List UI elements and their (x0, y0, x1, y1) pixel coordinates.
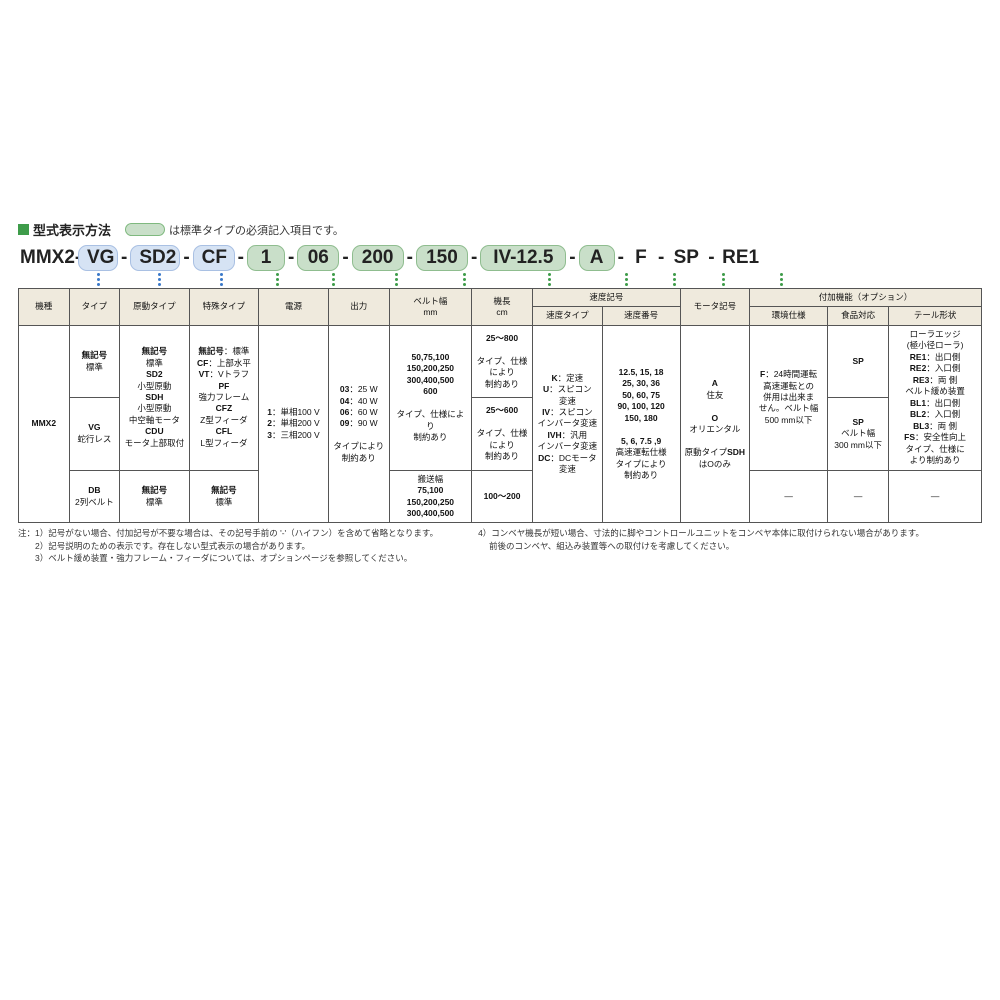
th-power: 電源 (259, 289, 329, 326)
dash: - (617, 247, 625, 269)
cell-output: 03：25 W04：40 W06：60 W09：90 Wタイプにより制約あり (328, 325, 389, 523)
dash: - (120, 247, 128, 269)
cell-tail-b: — (889, 470, 982, 523)
note-line: 注：1）記号がない場合、付加記号が不要な場合は、その記号手前の '-'（ハイフン… (18, 527, 438, 539)
dash: - (707, 247, 715, 269)
th-output: 出力 (328, 289, 389, 326)
cell-food-b: SPベルト幅300 mm以下 (828, 398, 889, 470)
cell-model: MMX2 (19, 325, 70, 523)
cell-type-2: VG蛇行レス (69, 398, 120, 470)
code-seg-output: 06 (297, 245, 339, 271)
cell-drive-2: 無記号標準 (120, 470, 190, 523)
cell-type-1: 無記号標準 (69, 325, 120, 397)
cell-type-3: DB2列ベルト (69, 470, 120, 523)
cell-beltwidth-1: 50,75,100150,200,250300,400,500600タイプ、仕様… (389, 325, 471, 470)
cell-special-1: 無記号：標準CF：上部水平VT：VトラフPF強力フレームCFZZ型フィーダCFL… (189, 325, 259, 470)
code-seg-food: SP (667, 246, 705, 270)
code-seg-special: CF (193, 245, 235, 271)
th-option: 付加機能（オプション） (750, 289, 982, 307)
dash: - (657, 247, 665, 269)
page: 型式表示方法 は標準タイプの必須記入項目です。 MMX2- VG - SD2 -… (0, 0, 1000, 564)
connector-dots-row (18, 273, 982, 286)
cell-env-a: F：24時間運転高速運転との併用は出来ません。ベルト幅500 mm以下 (750, 325, 828, 470)
model-code-row: MMX2- VG - SD2 - CF - 1 - 06 - 200 - 150… (18, 245, 982, 271)
cell-env-b: — (750, 470, 828, 523)
cell-food-c: — (828, 470, 889, 523)
th-food: 食品対応 (828, 307, 889, 325)
code-seg-speed: IV-12.5 (480, 245, 566, 271)
code-seg-type: VG (78, 245, 118, 271)
code-seg-power: 1 (247, 245, 285, 271)
code-seg-drive: SD2 (130, 245, 180, 271)
th-speed: 速度記号 (533, 289, 681, 307)
th-speed-type: 速度タイプ (533, 307, 603, 325)
cell-tail-a: ローラエッジ(極小径ローラ)RE1：出口側RE2：入口側RE3：両 側ベルト緩め… (889, 325, 982, 470)
cell-beltwidth-2: 搬送幅75,100150,200,250300,400,500 (389, 470, 471, 523)
th-env: 環境仕様 (750, 307, 828, 325)
dash: - (341, 247, 349, 269)
page-title: 型式表示方法 (33, 220, 111, 239)
cell-food-a: SP (828, 325, 889, 397)
dash: - (287, 247, 295, 269)
cell-special-2: 無記号標準 (189, 470, 259, 523)
th-speed-num: 速度番号 (602, 307, 680, 325)
dash: - (470, 247, 478, 269)
code-seg-length: 150 (416, 245, 468, 271)
footnotes-right: 4）コンベヤ機長が短い場合、寸法的に脚やコントロールユニットをコンベヤ本体に取付… (478, 527, 924, 564)
th-tail: テール形状 (889, 307, 982, 325)
note-line: 2）記号説明のための表示です。存在しない型式表示の場合があります。 (18, 540, 438, 552)
th-drive: 原動タイプ (120, 289, 190, 326)
square-marker-icon (18, 224, 29, 235)
title-row: 型式表示方法 は標準タイプの必須記入項目です。 (18, 220, 982, 239)
th-beltwidth: ベルト幅mm (389, 289, 471, 326)
dash: - (406, 247, 414, 269)
code-seg-env: F (627, 246, 655, 270)
cell-length-1: 25〜800タイプ、仕様により制約あり (471, 325, 532, 397)
cell-speed-type: K：定速U：スピコン変速IV：スピコンインバータ変速IVH：汎用インバータ変速D… (533, 325, 603, 523)
code-seg-beltwidth: 200 (352, 245, 404, 271)
cell-motor: A住友Oオリエンタル原動タイプSDHはOのみ (680, 325, 750, 523)
dash: - (182, 247, 190, 269)
cell-length-3: 100〜200 (471, 470, 532, 523)
th-special: 特殊タイプ (189, 289, 259, 326)
note-line: 4）コンベヤ機長が短い場合、寸法的に脚やコントロールユニットをコンベヤ本体に取付… (478, 527, 924, 539)
footnotes-left: 注：1）記号がない場合、付加記号が不要な場合は、その記号手前の '-'（ハイフン… (18, 527, 438, 564)
code-seg-tail: RE1 (718, 246, 764, 270)
dash: - (237, 247, 245, 269)
code-seg-motor: A (579, 245, 615, 271)
legend-text: は標準タイプの必須記入項目です。 (169, 222, 344, 238)
th-type: タイプ (69, 289, 120, 326)
cell-length-2: 25〜600タイプ、仕様により制約あり (471, 398, 532, 470)
cell-drive-1: 無記号標準SD2小型原動SDH小型原動中空軸モータCDUモータ上部取付 (120, 325, 190, 470)
dash: - (568, 247, 576, 269)
th-length: 機長cm (471, 289, 532, 326)
cell-speed-num: 12.5, 15, 1825, 30, 3650, 60, 7590, 100,… (602, 325, 680, 523)
note-line: 前後のコンベヤ、組込み装置等への取付けを考慮してください。 (478, 540, 924, 552)
th-model: 機種 (19, 289, 70, 326)
cell-power: 1：単相100 V2：単相200 V3：三相200 V (259, 325, 329, 523)
legend-pill-icon (125, 223, 165, 236)
footnotes: 注：1）記号がない場合、付加記号が不要な場合は、その記号手前の '-'（ハイフン… (18, 527, 982, 564)
spec-table: 機種 タイプ 原動タイプ 特殊タイプ 電源 出力 ベルト幅mm 機長cm 速度記… (18, 288, 982, 523)
code-prefix: MMX2- (18, 246, 76, 270)
th-motor: モータ記号 (680, 289, 750, 326)
note-line: 3）ベルト緩め装置・強力フレーム・フィーダについては、オプションページを参照して… (18, 552, 438, 564)
